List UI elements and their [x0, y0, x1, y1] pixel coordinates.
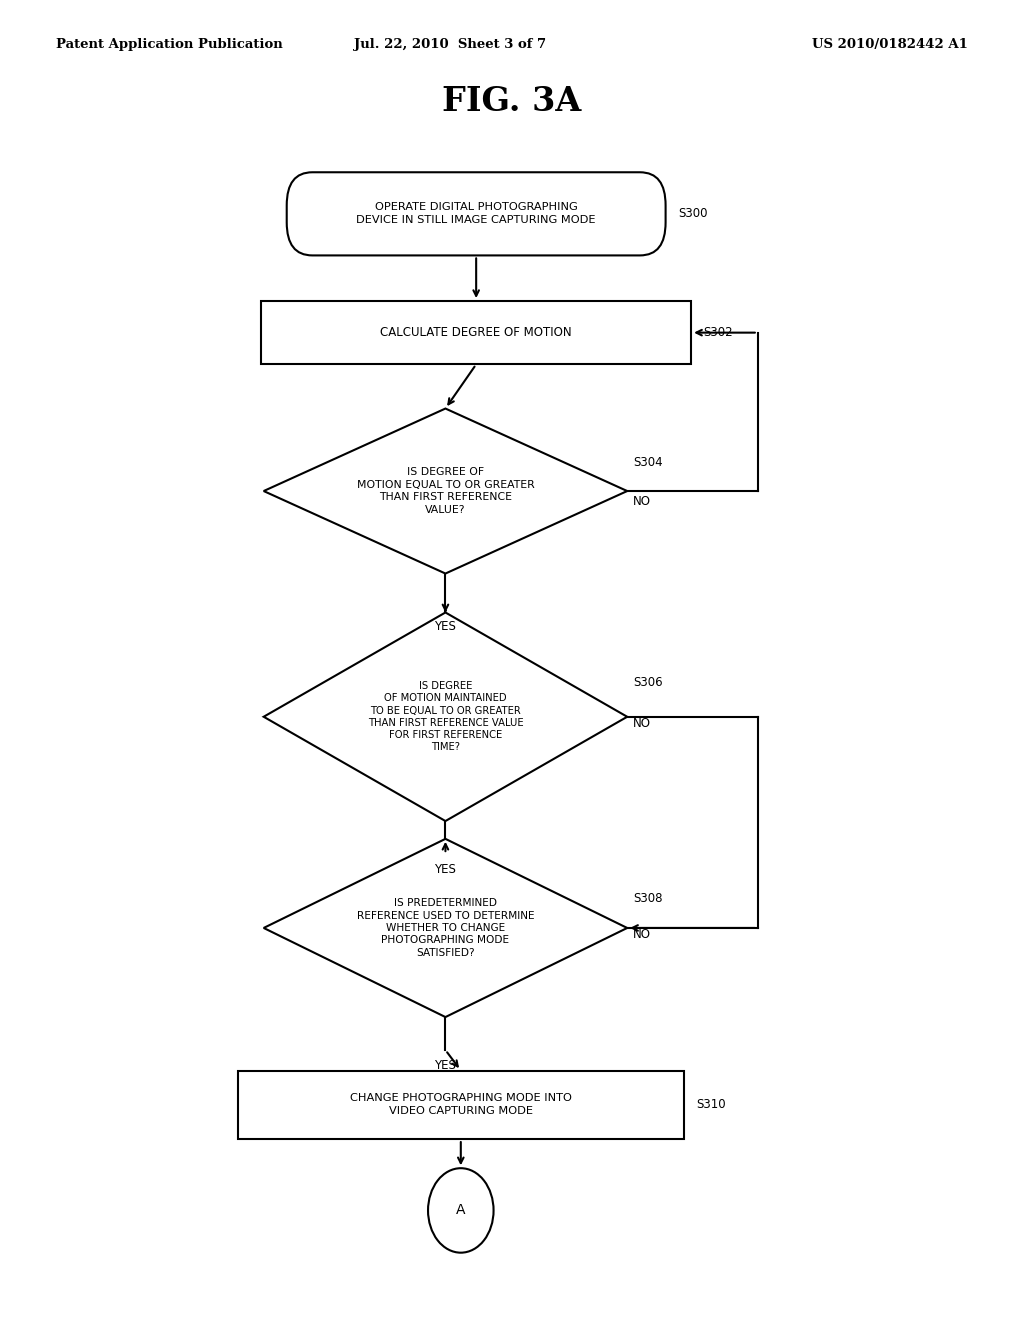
Text: S302: S302: [703, 326, 733, 339]
Text: OPERATE DIGITAL PHOTOGRAPHING
DEVICE IN STILL IMAGE CAPTURING MODE: OPERATE DIGITAL PHOTOGRAPHING DEVICE IN …: [356, 202, 596, 226]
Text: Patent Application Publication: Patent Application Publication: [56, 38, 283, 51]
Text: A: A: [456, 1204, 466, 1217]
Text: YES: YES: [434, 863, 457, 876]
Polygon shape: [264, 612, 627, 821]
Text: YES: YES: [434, 620, 457, 632]
Text: NO: NO: [633, 928, 651, 941]
Text: S300: S300: [678, 207, 708, 220]
Text: CHANGE PHOTOGRAPHING MODE INTO
VIDEO CAPTURING MODE: CHANGE PHOTOGRAPHING MODE INTO VIDEO CAP…: [350, 1093, 571, 1117]
Text: S306: S306: [633, 676, 663, 689]
Text: IS DEGREE
OF MOTION MAINTAINED
TO BE EQUAL TO OR GREATER
THAN FIRST REFERENCE VA: IS DEGREE OF MOTION MAINTAINED TO BE EQU…: [368, 681, 523, 752]
Text: Jul. 22, 2010  Sheet 3 of 7: Jul. 22, 2010 Sheet 3 of 7: [354, 38, 547, 51]
Text: CALCULATE DEGREE OF MOTION: CALCULATE DEGREE OF MOTION: [380, 326, 572, 339]
Text: FIG. 3A: FIG. 3A: [442, 84, 582, 117]
Text: S310: S310: [696, 1098, 725, 1111]
Text: NO: NO: [633, 495, 651, 508]
Circle shape: [428, 1168, 494, 1253]
FancyBboxPatch shape: [287, 172, 666, 256]
Text: YES: YES: [434, 1060, 457, 1072]
Text: S304: S304: [633, 455, 663, 469]
Text: US 2010/0182442 A1: US 2010/0182442 A1: [812, 38, 968, 51]
Polygon shape: [264, 840, 627, 1016]
Text: S308: S308: [633, 892, 663, 906]
Polygon shape: [264, 409, 627, 573]
Text: IS DEGREE OF
MOTION EQUAL TO OR GREATER
THAN FIRST REFERENCE
VALUE?: IS DEGREE OF MOTION EQUAL TO OR GREATER …: [356, 467, 535, 515]
Text: NO: NO: [633, 717, 651, 730]
Bar: [238, 1071, 684, 1139]
Bar: [261, 301, 691, 364]
Text: IS PREDETERMINED
REFERENCE USED TO DETERMINE
WHETHER TO CHANGE
PHOTOGRAPHING MOD: IS PREDETERMINED REFERENCE USED TO DETER…: [356, 898, 535, 958]
